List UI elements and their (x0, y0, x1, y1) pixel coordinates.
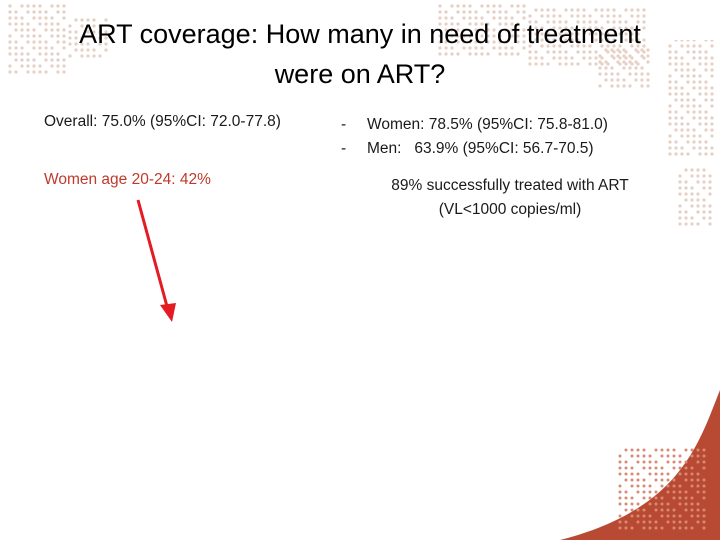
treatment-success-line-1: 89% successfully treated with ART (391, 177, 629, 194)
arrow-shaft (136, 199, 170, 311)
women-age-coverage-text: Women age 20-24: 42% (44, 171, 211, 188)
treatment-success-line-2: (VL<1000 copies/ml) (438, 201, 582, 218)
title-line-1: ART coverage: How many in need of treatm… (79, 19, 641, 49)
title-line-2: were on ART? (274, 59, 446, 89)
page-title: ART coverage: How many in need of treatm… (20, 14, 700, 94)
treatment-success-text: 89% successfully treated with ART (VL<10… (355, 174, 665, 222)
bullet-dash: - (341, 140, 347, 157)
arrow-head (160, 303, 176, 322)
bullet-men: - Men: 63.9% (95%CI: 56.7-70.5) (341, 137, 608, 161)
bullet-dash: - (341, 116, 347, 133)
corner-decoration (560, 390, 720, 540)
overall-coverage-text: Overall: 75.0% (95%CI: 72.0-77.8) (44, 113, 281, 130)
bullet-women: - Women: 78.5% (95%CI: 75.8-81.0) (341, 113, 608, 137)
world-map-dots-top (8, 4, 650, 88)
bullet-men-text: Men: 63.9% (95%CI: 56.7-70.5) (367, 140, 594, 157)
world-map-dots-right (668, 40, 714, 226)
bullet-women-text: Women: 78.5% (95%CI: 75.8-81.0) (367, 116, 608, 133)
sex-breakdown-list: - Women: 78.5% (95%CI: 75.8-81.0) - Men: 6… (341, 113, 608, 161)
